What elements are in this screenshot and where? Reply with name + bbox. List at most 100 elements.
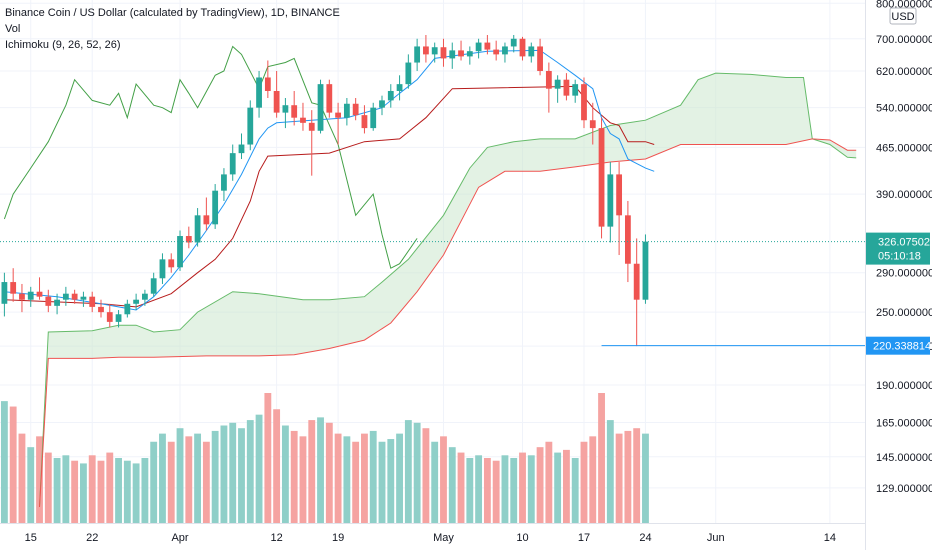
candle-body — [10, 282, 17, 294]
volume-bar — [343, 436, 351, 523]
time-tick-label: 15 — [25, 532, 37, 544]
volume-bar — [27, 447, 35, 523]
price-tick-label: 250.000000 — [876, 307, 932, 319]
last-price-value: 326.075021 — [878, 237, 932, 249]
volume-bar — [18, 433, 26, 523]
volume-bar — [0, 401, 8, 523]
candle-body — [168, 259, 175, 268]
volume-bar — [53, 458, 61, 523]
volume-bar — [211, 430, 219, 523]
volume-bar — [290, 430, 298, 523]
candle-body — [36, 291, 43, 297]
volume-bar — [185, 436, 193, 523]
ichimoku-legend[interactable]: Ichimoku (9, 26, 52, 26) — [5, 39, 121, 51]
currency-badge[interactable]: USD — [889, 7, 917, 25]
volume-bar — [176, 428, 184, 523]
candles — [1, 34, 649, 347]
candle-body — [370, 107, 377, 129]
candle-body — [642, 241, 649, 300]
candle-body — [633, 263, 640, 300]
price-axis[interactable]: 129.000000 145.000000 165.000000 190.000000… — [876, 0, 932, 495]
time-axis[interactable]: 15 22 Apr 12 19 May 10 17 24 Jun 14 — [25, 532, 836, 544]
price-tick-label: 145.000000 — [876, 452, 932, 464]
candle-body — [343, 103, 350, 118]
volume-bar — [642, 433, 649, 523]
time-tick-label: Jun — [707, 532, 725, 544]
volume-bar — [71, 460, 79, 523]
volume-legend[interactable]: Vol — [5, 23, 21, 35]
volume-bar — [510, 458, 518, 523]
volume-bar — [396, 433, 403, 523]
volume-bar — [606, 420, 614, 523]
volume-bar — [308, 420, 316, 523]
leading-span-b-line — [39, 138, 857, 508]
candle-body — [19, 293, 25, 300]
volume-bar — [633, 428, 641, 523]
candle-body — [256, 77, 262, 108]
candle-body — [423, 46, 429, 55]
candle-body — [27, 291, 34, 300]
volume-bar — [194, 433, 202, 523]
candle-body — [45, 296, 52, 306]
candle-body — [405, 62, 412, 85]
volume-bar — [466, 458, 474, 523]
candle-body — [387, 90, 394, 101]
volume-bar — [44, 452, 52, 523]
volume-bar — [545, 441, 553, 523]
candle-body — [581, 84, 587, 121]
candle-body — [71, 293, 78, 300]
candle-body — [89, 296, 96, 307]
volume-bar — [299, 436, 307, 523]
candle-body — [229, 153, 236, 175]
candle-body — [1, 282, 8, 304]
price-tick-label: 540.000000 — [876, 103, 932, 115]
volume-bar — [571, 458, 579, 523]
candle-body — [545, 70, 552, 89]
candle-body — [221, 174, 227, 191]
candle-body — [449, 50, 456, 59]
candle-body — [379, 100, 385, 108]
candle-body — [124, 303, 131, 315]
volume-bar — [501, 455, 509, 523]
candle-body — [80, 296, 87, 300]
volume-bar — [378, 441, 386, 523]
volume-bar — [317, 417, 324, 523]
time-tick-label: 14 — [824, 532, 836, 544]
price-tags: 326.075021 05:10:18 220.338814 — [866, 232, 932, 355]
candle-body — [624, 215, 631, 264]
volume-bar — [554, 452, 562, 523]
candle-body — [607, 174, 614, 227]
volume-bar — [150, 441, 158, 523]
volume-bar — [422, 428, 430, 523]
symbol-title[interactable]: Binance Coin / US Dollar (calculated by … — [5, 7, 340, 19]
volume-bar — [255, 414, 263, 523]
candle-body — [150, 278, 157, 294]
candle-body — [326, 84, 333, 113]
volume-bar — [80, 463, 87, 523]
volume-bar — [88, 455, 96, 523]
candle-body — [475, 42, 482, 52]
leading-span-a-line — [39, 72, 857, 508]
price-tick-label: 465.000000 — [876, 142, 932, 154]
candle-body — [62, 293, 69, 300]
price-tick-label: 190.000000 — [876, 380, 932, 392]
price-levels — [0, 241, 865, 347]
volume-bar — [536, 447, 544, 523]
volume-bar — [115, 458, 122, 523]
price-tick-label: 129.000000 — [876, 483, 932, 495]
candle-body — [335, 112, 341, 118]
time-tick-label: 19 — [332, 532, 344, 544]
volume-bars — [0, 393, 649, 523]
price-tick-label: 290.000000 — [876, 268, 932, 280]
cloud-fill — [39, 73, 857, 507]
volume-bar — [202, 441, 210, 523]
chart-legend: Binance Coin / US Dollar (calculated by … — [5, 5, 340, 53]
candle-body — [528, 46, 535, 57]
candle-body — [317, 84, 324, 131]
time-tick-label: Apr — [171, 532, 188, 544]
candle-body — [133, 299, 140, 304]
candle-body — [616, 174, 623, 216]
candle-body — [563, 79, 570, 96]
candle-body — [185, 236, 192, 243]
